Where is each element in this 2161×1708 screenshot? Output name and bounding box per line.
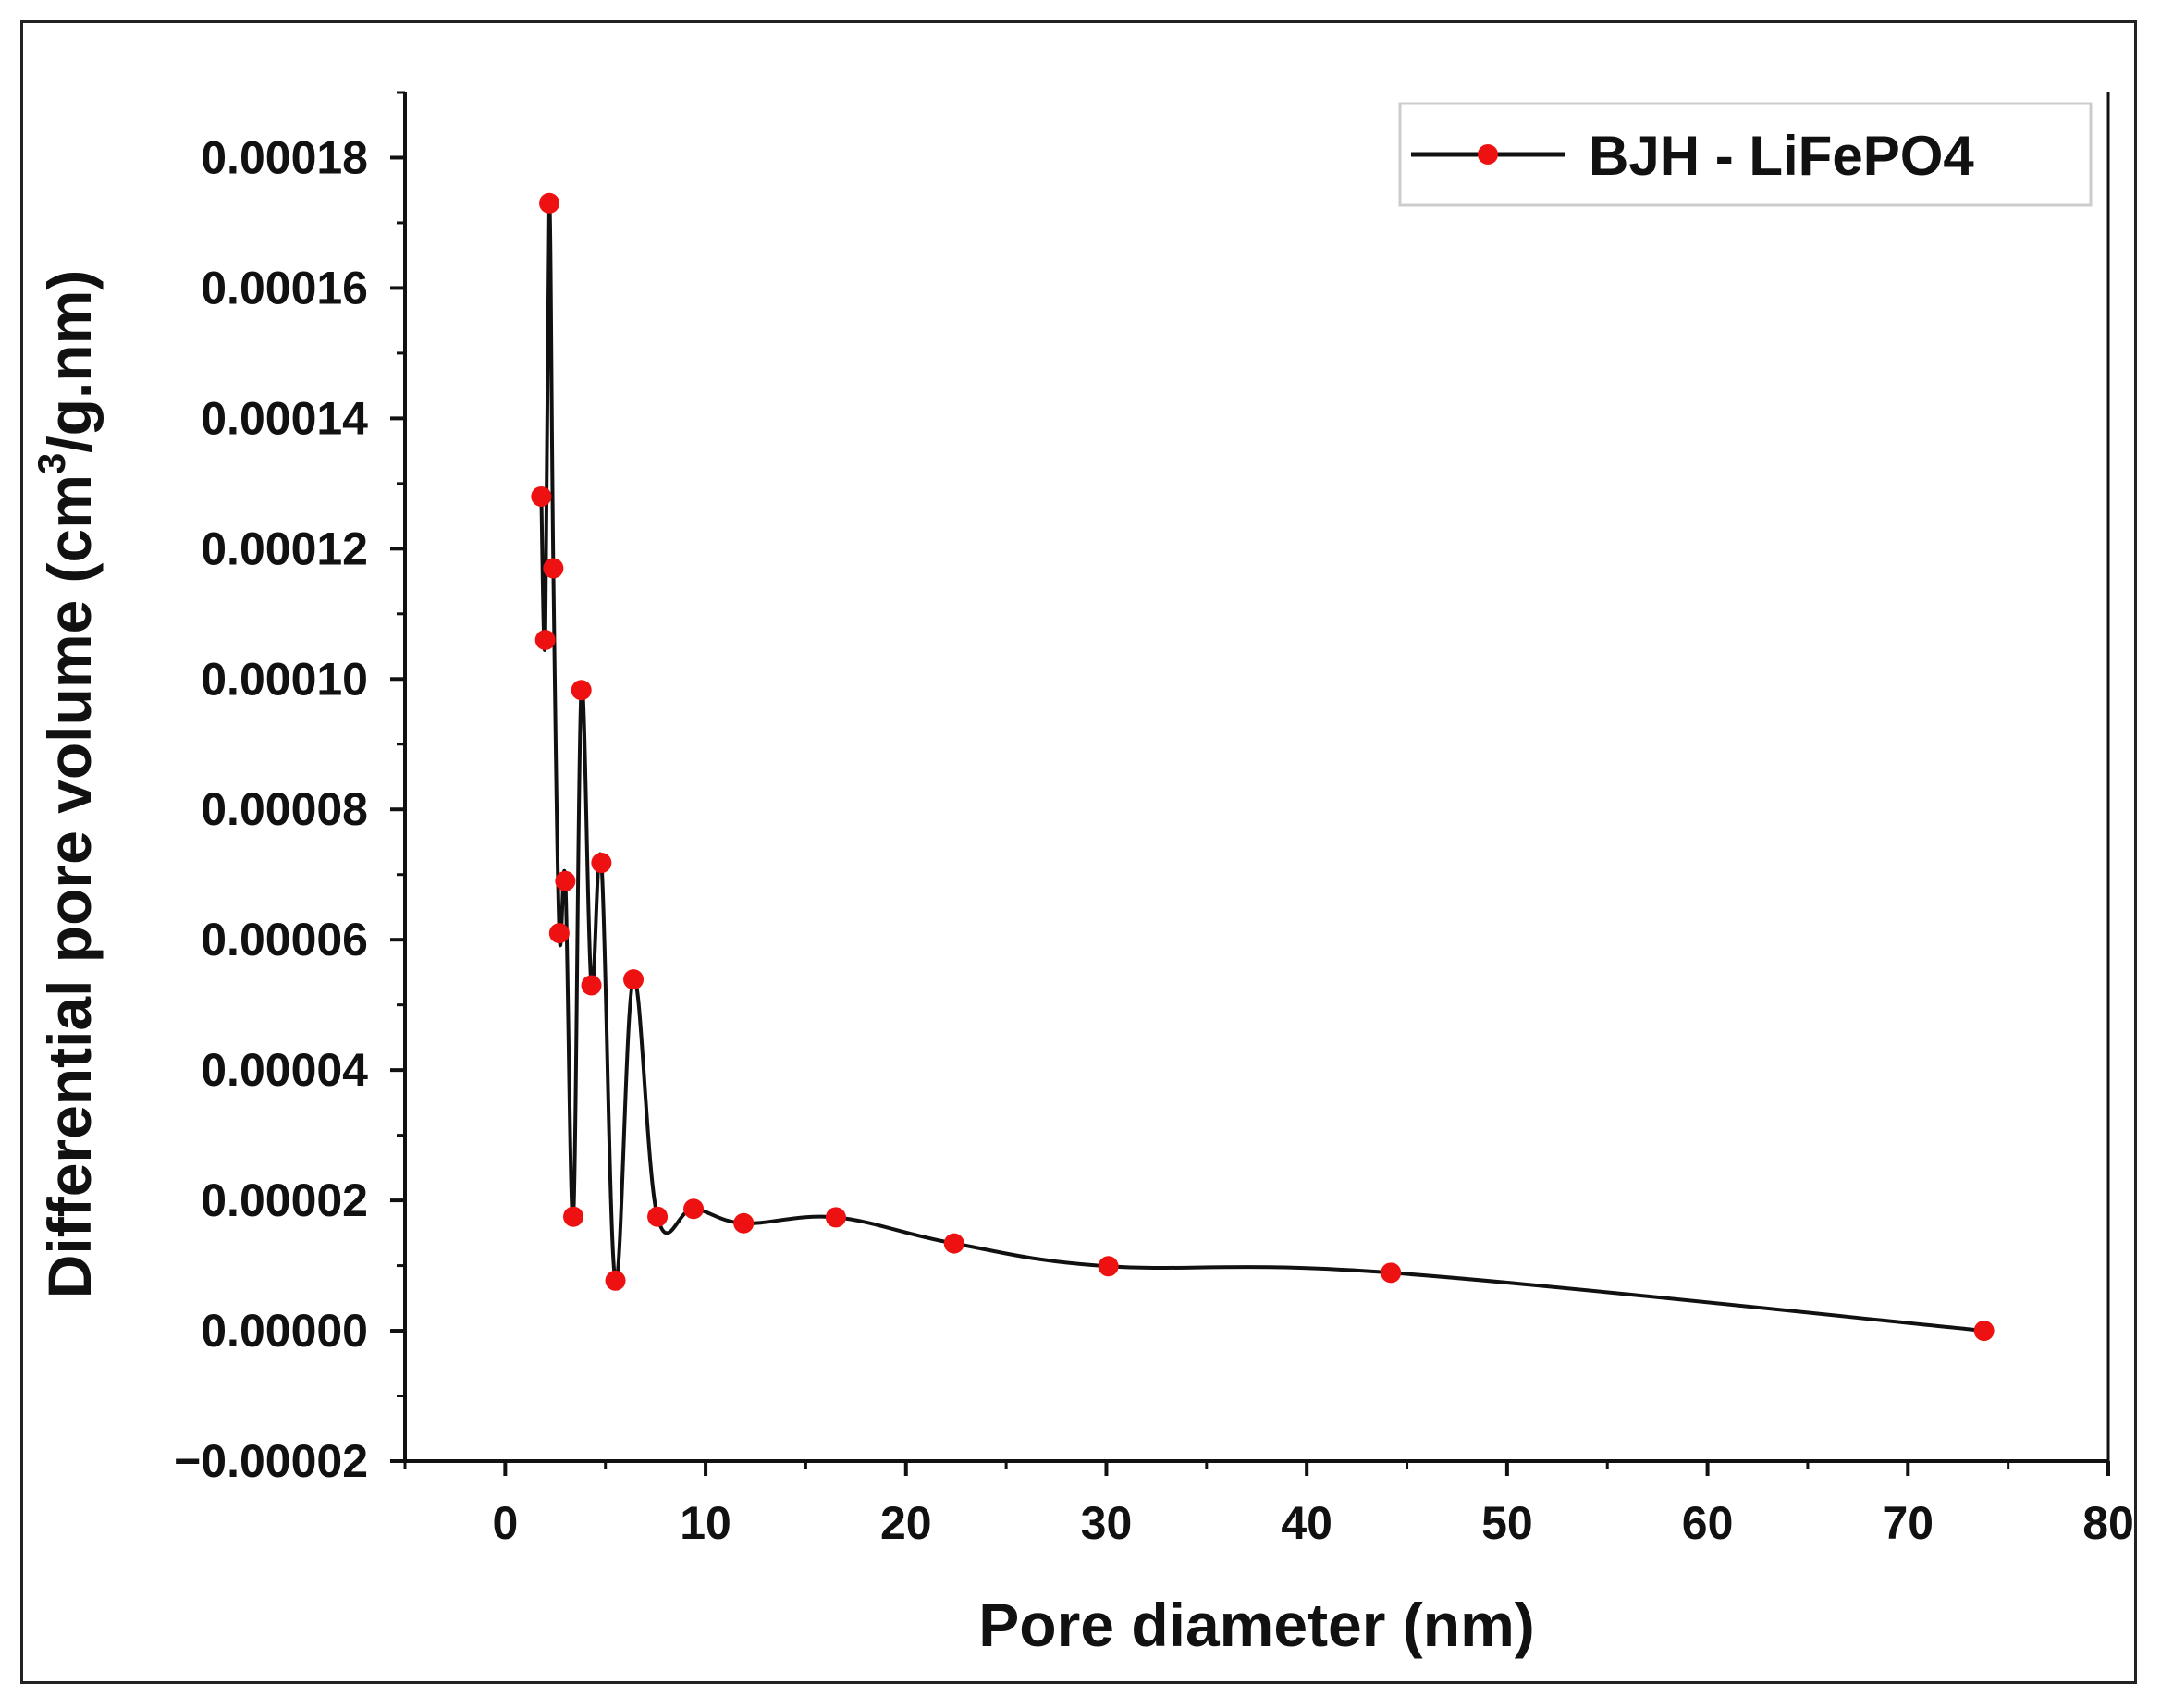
data-point (647, 1206, 669, 1227)
data-point (1973, 1321, 1995, 1342)
data-point (543, 558, 564, 579)
x-axis-title: Pore diameter (nm) (978, 1591, 1534, 1659)
data-point (563, 1206, 584, 1227)
x-tick-label: 30 (1081, 1497, 1133, 1549)
y-tick-label: 0.00004 (201, 1044, 368, 1096)
x-tick-label: 0 (492, 1497, 518, 1549)
data-point (581, 975, 602, 996)
data-point (825, 1207, 846, 1228)
x-tick-label: 40 (1281, 1497, 1332, 1549)
y-axis-title-superscript: 3 (30, 453, 73, 474)
x-tick-label: 50 (1481, 1497, 1533, 1549)
y-axis-title-prefix: Differential pore volume (cm (35, 474, 104, 1298)
legend-label: BJH - LiFePO4 (1589, 125, 1974, 187)
data-point (623, 969, 645, 990)
y-tick-label: 0.00002 (201, 1174, 368, 1226)
figure-frame (20, 20, 2137, 1684)
y-tick-label: 0.00014 (201, 392, 368, 444)
legend-marker-sample (1478, 144, 1498, 165)
y-tick-label: 0.00006 (201, 914, 368, 965)
data-point (733, 1212, 755, 1234)
data-point (605, 1270, 626, 1291)
data-point (943, 1233, 964, 1254)
y-tick-label: −0.00002 (174, 1435, 368, 1487)
data-point (555, 870, 576, 891)
data-point (683, 1198, 705, 1220)
x-tick-label: 60 (1682, 1497, 1734, 1549)
x-tick-label: 10 (680, 1497, 731, 1549)
y-tick-label: 0.00012 (201, 522, 368, 574)
x-tick-label: 80 (2082, 1497, 2134, 1549)
data-point (1098, 1256, 1119, 1277)
y-tick-label: 0.00016 (201, 262, 368, 313)
y-axis-title-suffix: /g.nm) (35, 270, 104, 453)
y-axis-title: Differential pore volume (cm3/g.nm) (30, 270, 104, 1299)
data-point (534, 630, 556, 650)
x-tick-label: 70 (1882, 1497, 1934, 1549)
series-line (539, 201, 1984, 1333)
data-point (548, 923, 570, 944)
data-point (571, 680, 592, 701)
data-point (539, 192, 560, 214)
y-tick-label: 0.00010 (201, 653, 368, 705)
y-tick-label: 0.00018 (201, 131, 368, 183)
legend: BJH - LiFePO4 (1398, 102, 2093, 207)
data-series (531, 192, 1995, 1342)
data-point (591, 853, 612, 874)
data-point (1381, 1262, 1402, 1284)
axis-ticks: 0 10 20 30 40 50 60 70 80 −0.00002 0.00000 0.00002 0… (174, 91, 2134, 1549)
axis-labels: Pore diameter (nm) Differential pore vol… (30, 270, 1535, 1659)
data-point (531, 485, 552, 507)
y-tick-label: 0.00008 (201, 783, 368, 835)
y-tick-label: 0.00000 (201, 1305, 368, 1357)
axes (403, 92, 2110, 1463)
x-tick-label: 20 (880, 1497, 932, 1549)
